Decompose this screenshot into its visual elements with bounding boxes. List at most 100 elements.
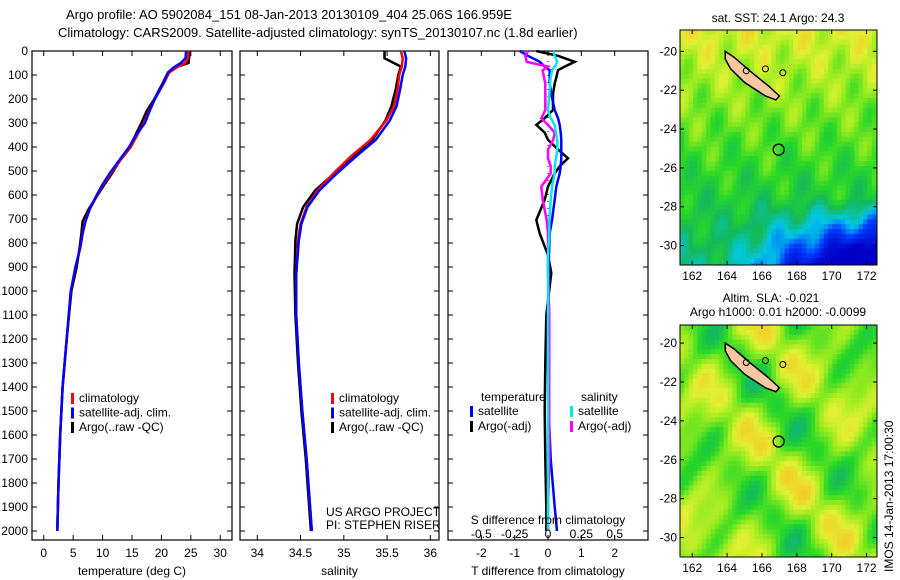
map-cell bbox=[680, 117, 685, 123]
map-cell bbox=[854, 59, 860, 65]
map-cell bbox=[680, 102, 685, 109]
map-cell bbox=[810, 519, 816, 525]
map-cell bbox=[727, 122, 733, 128]
map-cell bbox=[767, 39, 773, 46]
map-cell bbox=[850, 397, 855, 404]
map-cell bbox=[710, 117, 716, 123]
map-cell bbox=[701, 475, 707, 482]
map-cell bbox=[693, 30, 698, 36]
map-cell bbox=[749, 480, 755, 486]
map-cell bbox=[732, 127, 738, 133]
map-cell bbox=[723, 485, 729, 491]
map-cell bbox=[841, 54, 847, 60]
map-cell bbox=[854, 166, 860, 172]
map-cell bbox=[841, 354, 847, 360]
map-cell bbox=[850, 451, 855, 457]
map-cell bbox=[719, 519, 725, 525]
map-cell bbox=[693, 514, 698, 520]
map-cell bbox=[845, 412, 851, 418]
map-cell bbox=[841, 170, 847, 177]
map-cell bbox=[745, 30, 751, 36]
map-cell bbox=[741, 195, 746, 201]
map-cell bbox=[858, 349, 864, 355]
map-cell bbox=[780, 127, 786, 133]
map-cell bbox=[789, 368, 794, 375]
map-cell bbox=[736, 204, 742, 211]
map-cell bbox=[710, 229, 716, 235]
map-cell bbox=[802, 368, 807, 375]
map-cell bbox=[841, 219, 847, 225]
map-cell bbox=[854, 253, 860, 259]
map-cell bbox=[732, 422, 738, 428]
map-cell bbox=[841, 388, 847, 394]
map-cell bbox=[802, 156, 807, 162]
map-cell bbox=[758, 451, 764, 457]
map-cell bbox=[688, 436, 694, 443]
map-cell bbox=[710, 170, 716, 177]
map-cell bbox=[775, 490, 781, 496]
map-cell bbox=[850, 238, 855, 245]
map-cell bbox=[806, 156, 812, 162]
map-cell bbox=[719, 378, 725, 384]
map-cell bbox=[762, 417, 768, 423]
map-cell bbox=[732, 141, 738, 148]
map-cell bbox=[789, 514, 794, 520]
map-cell bbox=[693, 59, 698, 65]
map-cell bbox=[793, 190, 799, 196]
map-cell bbox=[863, 229, 868, 235]
map-cell bbox=[854, 412, 860, 418]
map-cell bbox=[775, 44, 781, 50]
map-cell bbox=[771, 373, 777, 379]
map-cell bbox=[697, 363, 703, 370]
map-cell bbox=[784, 427, 790, 433]
map-cell bbox=[745, 238, 751, 245]
map-cell bbox=[810, 529, 816, 535]
map-cell bbox=[789, 461, 794, 467]
map-cell bbox=[810, 98, 816, 104]
map-cell bbox=[836, 529, 842, 535]
map-cell bbox=[749, 329, 755, 336]
map-cell bbox=[741, 446, 746, 452]
map-cell bbox=[701, 146, 707, 152]
map-cell bbox=[832, 538, 838, 545]
map-cell bbox=[854, 422, 860, 428]
map-cell bbox=[727, 548, 733, 554]
map-cell bbox=[719, 59, 725, 65]
y-tick-label: 700 bbox=[8, 212, 28, 226]
map-cell bbox=[789, 417, 794, 423]
map-cell bbox=[736, 446, 742, 452]
map-cell bbox=[836, 199, 842, 206]
map-cell bbox=[789, 64, 794, 70]
map-cell bbox=[850, 34, 855, 41]
map-cell bbox=[706, 263, 712, 266]
map-cell bbox=[789, 363, 794, 370]
map-cell bbox=[841, 393, 847, 399]
map-cell bbox=[727, 253, 733, 259]
map-cell bbox=[693, 334, 698, 341]
map-cell bbox=[749, 180, 755, 186]
map-cell bbox=[727, 78, 733, 84]
map-cell bbox=[727, 83, 733, 89]
map-cell bbox=[771, 161, 777, 167]
map-cell bbox=[701, 117, 707, 123]
map-cell bbox=[749, 495, 755, 501]
map-cell bbox=[758, 112, 764, 118]
map-cell bbox=[693, 195, 698, 201]
lon-tick-label: 172 bbox=[857, 561, 877, 575]
map-cell bbox=[806, 344, 812, 350]
map-cell bbox=[819, 54, 825, 60]
map-cell bbox=[797, 417, 803, 423]
map-cell bbox=[819, 368, 825, 375]
map-cell bbox=[823, 219, 829, 225]
map-cell bbox=[688, 548, 694, 554]
map-cell bbox=[858, 538, 864, 545]
map-cell bbox=[863, 339, 868, 345]
map-cell bbox=[867, 368, 873, 375]
map-cell bbox=[823, 190, 829, 196]
map-cell bbox=[745, 117, 751, 123]
map-cell bbox=[741, 243, 746, 249]
map-cell bbox=[688, 112, 694, 118]
map-cell bbox=[793, 373, 799, 379]
map-cell bbox=[741, 146, 746, 152]
imos-timestamp: IMOS 14-Jan-2013 17:00:30 bbox=[882, 420, 896, 572]
